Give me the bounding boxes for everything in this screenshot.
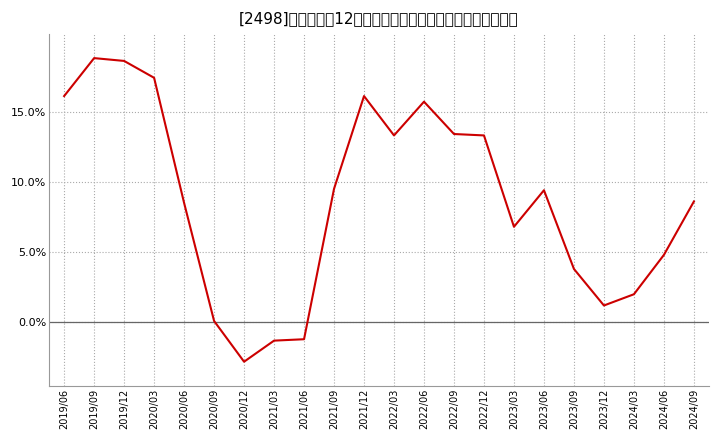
Title: [2498]　売上高の12か月移動合計の対前年同期増減率の推移: [2498] 売上高の12か月移動合計の対前年同期増減率の推移 bbox=[239, 11, 519, 26]
